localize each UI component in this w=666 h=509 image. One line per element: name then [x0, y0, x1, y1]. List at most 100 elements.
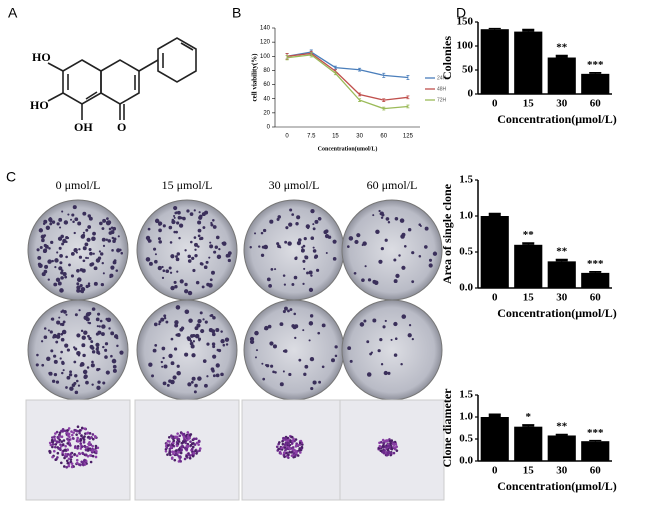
colony-dot — [194, 253, 198, 258]
colony-dot — [191, 256, 195, 260]
cell-dot — [287, 453, 290, 457]
colony-dot — [104, 342, 109, 346]
column-label: 30 μmol/L — [269, 178, 320, 192]
colony-dot — [98, 325, 101, 328]
colony-dot — [220, 330, 223, 333]
colony-dot — [210, 221, 213, 225]
colony-dot — [91, 237, 94, 241]
colony-dot — [59, 261, 63, 265]
colony-dot — [92, 231, 96, 236]
colony-dot — [174, 284, 178, 289]
colony-dot — [169, 241, 173, 244]
colony-dot — [190, 334, 194, 338]
cell-dot — [394, 442, 398, 446]
colony-dot — [59, 357, 62, 360]
colony-dot — [369, 352, 372, 356]
cell-dot — [300, 445, 304, 449]
colony-dot — [53, 354, 57, 358]
colony-dot — [51, 259, 54, 263]
colony-dot — [61, 360, 65, 364]
colony-dot — [101, 332, 105, 336]
colony-dot — [312, 249, 317, 253]
cell-dot — [289, 439, 292, 443]
colony-dot — [393, 279, 398, 284]
colony-dot — [197, 228, 202, 233]
cell-dot — [283, 443, 287, 446]
cell-dot — [172, 441, 175, 445]
colony-dot — [309, 356, 315, 362]
x-tick-label: 60 — [380, 134, 387, 140]
cell-dot — [83, 427, 87, 431]
error-cap-fill — [555, 259, 568, 262]
colony-dot — [317, 331, 321, 335]
colony-dot — [47, 259, 52, 264]
colony-dot — [42, 249, 47, 254]
cell-dot — [76, 436, 79, 440]
cell-dot — [66, 442, 69, 445]
cell-dot — [191, 445, 195, 449]
cell-dot — [57, 447, 61, 450]
colony-dot — [317, 216, 322, 221]
colony-dot — [87, 225, 92, 229]
colony-dot — [324, 229, 329, 234]
colony-dot — [66, 236, 70, 240]
colony-dot — [184, 249, 187, 252]
y-axis-label: Area of single clone — [440, 183, 454, 284]
colony-dot — [105, 238, 109, 242]
x-tick-label: 0 — [492, 98, 498, 110]
cell-dot — [51, 443, 55, 446]
cell-dot — [298, 441, 302, 445]
colony-dot — [176, 221, 180, 225]
colony-dot — [53, 282, 58, 287]
x-tick-label: 30 — [556, 292, 568, 304]
colony-dot — [187, 259, 192, 263]
colony-dot — [191, 353, 196, 358]
colony-dot — [109, 273, 114, 278]
colony-dot — [82, 259, 86, 263]
colony-dot — [186, 209, 190, 213]
cell-dot — [282, 453, 286, 457]
cell-dot — [56, 451, 60, 455]
colony-dot — [428, 258, 433, 262]
colony-dot — [366, 340, 370, 344]
colony-dot — [176, 364, 180, 368]
cell-dot — [65, 459, 69, 463]
colony-dot — [282, 274, 286, 277]
cell-dot — [66, 461, 70, 465]
cell-dot — [188, 456, 192, 460]
colony-dot — [194, 242, 198, 247]
colony-dot — [293, 275, 298, 280]
colony-dot — [58, 266, 63, 271]
cell-dot — [382, 451, 386, 455]
colony-dot — [158, 228, 162, 233]
cell-dot — [60, 435, 64, 439]
colony-dot — [289, 208, 293, 212]
cell-dot — [178, 434, 182, 438]
colony-dot — [77, 354, 81, 357]
colony-dot — [264, 327, 267, 331]
cell-dot — [88, 437, 92, 440]
colony-dot — [304, 364, 309, 369]
colony-dot — [163, 314, 167, 318]
x-tick-label: 7.5 — [307, 134, 316, 140]
colony-dot — [302, 259, 306, 263]
colony-dot — [163, 316, 167, 320]
cell-dot — [83, 445, 87, 449]
cell-dot — [173, 458, 177, 462]
colony-dot — [38, 228, 44, 233]
colony-dot — [46, 356, 51, 361]
colony-dot — [86, 366, 90, 369]
colony-dot — [116, 344, 119, 348]
colony-dot — [194, 333, 200, 339]
colony-dot — [274, 371, 277, 374]
colony-dot — [383, 370, 388, 376]
colony-dot — [111, 358, 117, 364]
cell-dot — [60, 429, 63, 433]
colony-dot — [303, 267, 306, 270]
error-cap-fill — [555, 55, 568, 58]
colony-dot — [74, 374, 78, 378]
error-bar — [382, 72, 386, 78]
cell-dot — [168, 451, 171, 455]
cell-dot — [278, 441, 281, 444]
colony-dot — [208, 256, 211, 259]
